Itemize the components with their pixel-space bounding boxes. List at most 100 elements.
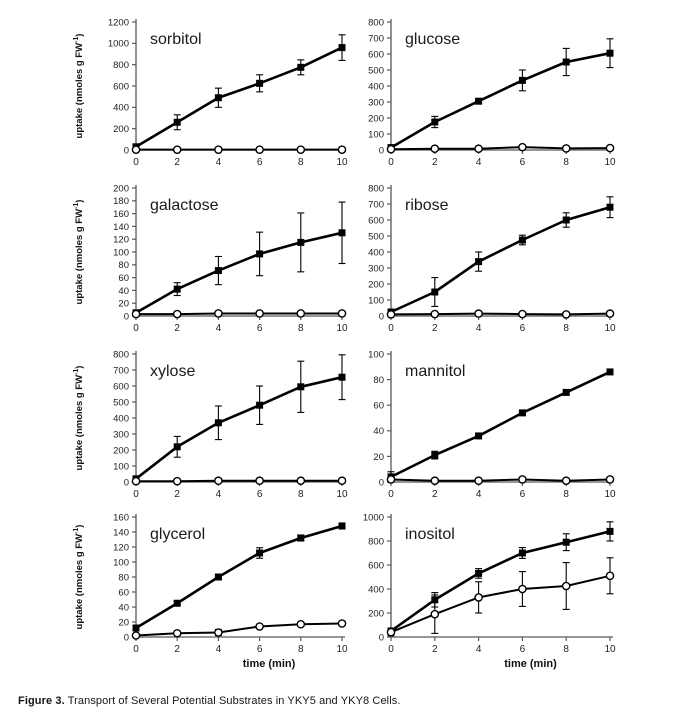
x-tick-label: 6: [257, 644, 263, 655]
x-tick-label: 10: [336, 644, 348, 655]
series-line-filled-squares: [391, 207, 610, 312]
open-circle-marker: [475, 310, 482, 317]
open-circle-marker: [475, 594, 482, 601]
y-tick-label: 180: [113, 196, 129, 207]
y-tick-label: 1200: [108, 17, 129, 28]
open-circle-marker: [297, 621, 304, 628]
y-tick-label: 160: [113, 512, 129, 523]
open-circle-marker: [132, 146, 139, 153]
x-tick-label: 2: [432, 644, 438, 655]
x-tick-label: 0: [388, 489, 394, 500]
y-tick-label: 20: [373, 452, 384, 463]
filled-square-marker: [563, 59, 570, 66]
open-circle-marker: [563, 145, 570, 152]
series-line-filled-squares: [136, 377, 342, 479]
chart-title: inositol: [405, 526, 455, 543]
open-circle-marker: [338, 146, 345, 153]
y-axis-label: uptake (nmoles g FW-1): [73, 200, 85, 305]
filled-square-marker: [174, 119, 181, 126]
filled-square-marker: [339, 44, 346, 51]
x-tick-label: 6: [520, 644, 526, 655]
open-circle-marker: [606, 572, 613, 579]
y-axis-label: uptake (nmoles g FW-1): [73, 366, 85, 471]
open-circle-marker: [431, 310, 438, 317]
x-tick-label: 0: [388, 157, 394, 168]
x-tick-label: 6: [520, 323, 526, 334]
x-tick-label: 4: [216, 489, 222, 500]
filled-square-marker: [519, 237, 526, 244]
filled-square-marker: [256, 402, 263, 409]
y-tick-label: 200: [368, 608, 384, 619]
x-tick-label: 8: [563, 644, 569, 655]
y-tick-label: 120: [113, 235, 129, 246]
open-circle-marker: [563, 582, 570, 589]
filled-square-marker: [256, 550, 263, 557]
x-tick-label: 2: [174, 323, 180, 334]
series-open-circles: [132, 620, 345, 639]
y-axis-label: uptake (nmoles g FW-1): [73, 34, 85, 139]
y-tick-label: 800: [113, 60, 129, 71]
y-tick-label: 400: [368, 584, 384, 595]
figure-caption: Figure 3. Transport of Several Potential…: [18, 695, 678, 707]
x-tick-label: 8: [298, 157, 304, 168]
y-tick-label: 600: [368, 215, 384, 226]
filled-square-marker: [475, 258, 482, 265]
filled-square-marker: [607, 528, 614, 535]
x-tick-label: 10: [604, 157, 616, 168]
filled-square-marker: [339, 229, 346, 236]
y-tick-label: 0: [379, 145, 384, 156]
chart-title: glycerol: [150, 526, 205, 543]
open-circle-marker: [215, 310, 222, 317]
x-tick-label: 0: [133, 323, 139, 334]
open-circle-marker: [475, 145, 482, 152]
x-tick-label: 8: [298, 644, 304, 655]
open-circle-marker: [431, 477, 438, 484]
open-circle-marker: [338, 310, 345, 317]
y-tick-label: 120: [113, 542, 129, 553]
y-tick-label: 200: [368, 113, 384, 124]
open-circle-marker: [174, 478, 181, 485]
filled-square-marker: [431, 452, 438, 459]
y-tick-label: 200: [113, 124, 129, 135]
filled-square-marker: [215, 267, 222, 274]
open-circle-marker: [297, 477, 304, 484]
y-tick-label: 200: [113, 183, 129, 194]
filled-square-marker: [256, 250, 263, 257]
y-tick-label: 160: [113, 209, 129, 220]
open-circle-marker: [519, 144, 526, 151]
chart-title: ribose: [405, 197, 449, 214]
series-line-open-circles: [136, 313, 342, 314]
x-tick-label: 2: [432, 489, 438, 500]
y-tick-label: 600: [113, 381, 129, 392]
x-tick-label: 10: [604, 644, 616, 655]
series-open-circles: [387, 144, 613, 153]
series-filled-squares: [388, 39, 614, 151]
chart-title: xylose: [150, 363, 195, 380]
open-circle-marker: [606, 476, 613, 483]
y-tick-label: 20: [118, 299, 129, 310]
open-circle-marker: [387, 629, 394, 636]
open-circle-marker: [387, 311, 394, 318]
y-tick-label: 0: [379, 632, 384, 643]
filled-square-marker: [607, 368, 614, 375]
y-tick-label: 400: [368, 247, 384, 258]
y-tick-label: 140: [113, 222, 129, 233]
filled-square-marker: [215, 574, 222, 581]
filled-square-marker: [339, 523, 346, 530]
y-tick-label: 60: [373, 401, 384, 412]
x-tick-label: 6: [257, 489, 263, 500]
series-line-filled-squares: [391, 372, 610, 477]
filled-square-marker: [174, 600, 181, 607]
figure-caption-text: Transport of Several Potential Substrate…: [65, 695, 401, 707]
open-circle-marker: [387, 146, 394, 153]
y-tick-label: 700: [113, 365, 129, 376]
open-circle-marker: [563, 477, 570, 484]
y-tick-label: 60: [118, 273, 129, 284]
series-filled-squares: [388, 368, 614, 482]
open-circle-marker: [519, 476, 526, 483]
